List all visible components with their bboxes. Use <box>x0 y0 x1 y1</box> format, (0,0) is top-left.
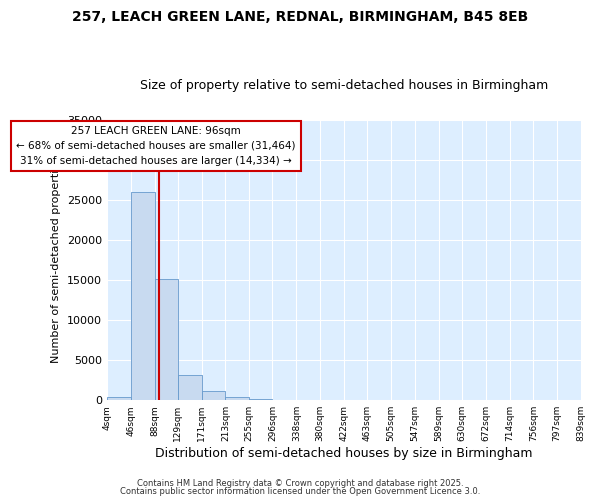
Text: 257, LEACH GREEN LANE, REDNAL, BIRMINGHAM, B45 8EB: 257, LEACH GREEN LANE, REDNAL, BIRMINGHA… <box>72 10 528 24</box>
Bar <box>107 398 131 400</box>
Bar <box>226 396 249 400</box>
Y-axis label: Number of semi-detached properties: Number of semi-detached properties <box>52 157 61 363</box>
Text: 257 LEACH GREEN LANE: 96sqm
← 68% of semi-detached houses are smaller (31,464)
3: 257 LEACH GREEN LANE: 96sqm ← 68% of sem… <box>16 126 295 166</box>
X-axis label: Distribution of semi-detached houses by size in Birmingham: Distribution of semi-detached houses by … <box>155 447 532 460</box>
Text: Contains public sector information licensed under the Open Government Licence 3.: Contains public sector information licen… <box>120 487 480 496</box>
Bar <box>249 398 272 400</box>
Bar <box>202 392 226 400</box>
Text: Contains HM Land Registry data © Crown copyright and database right 2025.: Contains HM Land Registry data © Crown c… <box>137 478 463 488</box>
Title: Size of property relative to semi-detached houses in Birmingham: Size of property relative to semi-detach… <box>140 79 548 92</box>
Bar <box>178 374 202 400</box>
Bar <box>131 192 155 400</box>
Bar <box>155 279 178 400</box>
